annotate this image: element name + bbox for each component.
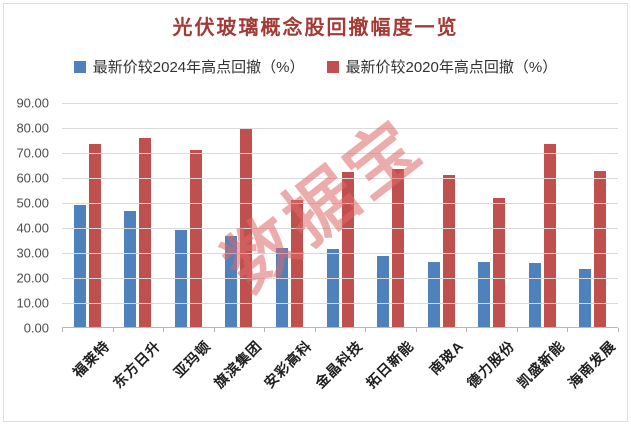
chart-legend: 最新价较2024年高点回撤（%） 最新价较2020年高点回撤（%）	[0, 56, 631, 77]
bar-group-海南发展	[567, 103, 618, 327]
y-axis-tick-label: 10.00	[16, 295, 49, 311]
legend-item-2020: 最新价较2020年高点回撤（%）	[326, 56, 558, 77]
y-axis-tick-label: 60.00	[16, 170, 49, 186]
y-axis-tick-label: 50.00	[16, 195, 49, 211]
bar-group-旗滨集团	[214, 103, 265, 327]
bar-groups	[62, 103, 618, 327]
y-axis-tick-label: 40.00	[16, 220, 49, 236]
x-axis-category-label: 南玻A	[426, 337, 467, 378]
y-axis-tick-label: 20.00	[16, 270, 49, 286]
x-axis-category-label: 东方日升	[109, 337, 164, 392]
bar	[73, 204, 86, 327]
y-axis-tick-label: 80.00	[16, 120, 49, 136]
x-axis-tick	[163, 328, 165, 332]
bar-group-南玻A	[416, 103, 467, 327]
gridline	[62, 253, 618, 254]
plot-area	[62, 103, 619, 332]
gridline	[62, 278, 618, 279]
bar	[392, 168, 405, 327]
x-axis-category-label: 凯盛新能	[514, 337, 568, 392]
x-axis-tick	[516, 328, 518, 332]
x-axis-tick	[112, 328, 114, 332]
x-axis-category-label: 金晶科技	[311, 337, 366, 392]
x-axis-tick	[415, 328, 417, 332]
bar	[290, 199, 303, 327]
x-axis-tick	[314, 328, 316, 332]
bar	[478, 262, 491, 327]
x-axis-tick	[618, 328, 619, 332]
bar	[579, 268, 592, 327]
x-axis-tick	[567, 328, 569, 332]
bar	[88, 144, 101, 327]
y-axis-tick-label: 70.00	[16, 145, 49, 161]
bar	[377, 255, 390, 327]
bar-group-亚玛顿	[163, 103, 214, 327]
x-axis-tick	[213, 328, 215, 332]
bar	[189, 149, 202, 327]
x-axis-category-label: 拓日新能	[362, 337, 417, 392]
legend-marker-red-icon	[326, 60, 339, 73]
bar-group-拓日新能	[365, 103, 416, 327]
bar-group-凯盛新能	[517, 103, 568, 327]
bar	[528, 262, 541, 327]
bar-group-金晶科技	[315, 103, 366, 327]
bar	[124, 210, 137, 327]
bar-group-福莱特	[62, 103, 113, 327]
x-axis-line	[62, 327, 618, 328]
legend-label-2020: 最新价较2020年高点回撤（%）	[345, 59, 558, 76]
bar-group-东方日升	[113, 103, 164, 327]
y-axis-tick-label: 30.00	[16, 245, 49, 261]
bar	[225, 236, 238, 327]
x-axis-category-label: 德力股份	[463, 337, 518, 392]
gridline	[62, 128, 618, 129]
y-axis-tick-label: 90.00	[16, 95, 49, 111]
x-axis-tick	[365, 328, 367, 332]
bar	[275, 248, 288, 327]
chart-title: 光伏玻璃概念股回撤幅度一览	[172, 17, 459, 39]
x-axis-category-label: 福莱特	[69, 337, 113, 381]
bar	[442, 174, 455, 327]
bar	[326, 249, 339, 327]
bar-group-安彩高科	[264, 103, 315, 327]
x-axis-labels: 福莱特 东方日升 亚玛顿 旗滨集团 安彩高科 金晶科技 拓日新能 南玻A 德力股份 凯盛新能 海南发…	[62, 332, 619, 422]
bar	[493, 197, 506, 327]
gridline	[62, 203, 618, 204]
gridline	[62, 303, 618, 304]
x-axis-tick	[62, 328, 63, 332]
x-axis-category-label: 亚玛顿	[170, 337, 215, 381]
bar	[543, 143, 556, 327]
bar	[341, 171, 354, 327]
y-axis-tick-label: 0.00	[23, 320, 49, 336]
bar	[427, 261, 440, 327]
gridline	[62, 103, 618, 104]
bar	[139, 138, 152, 327]
x-axis-category-label: 安彩高科	[261, 337, 316, 392]
y-axis-labels: 90.00 80.00 70.00 60.00 50.00 40.00 30.00 20.00…	[0, 96, 56, 336]
x-axis-tick	[264, 328, 266, 332]
x-axis-category-label: 海南发展	[564, 337, 619, 392]
gridline	[62, 178, 618, 179]
bar	[594, 171, 607, 327]
legend-item-2024: 最新价较2024年高点回撤（%）	[73, 56, 305, 77]
x-axis-tick	[466, 328, 468, 332]
legend-label-2024: 最新价较2024年高点回撤（%）	[92, 59, 305, 76]
x-axis-category-label: 旗滨集团	[210, 337, 265, 392]
legend-marker-blue-icon	[73, 60, 86, 73]
bar-group-德力股份	[466, 103, 517, 327]
gridline	[62, 228, 618, 229]
gridline	[62, 153, 618, 154]
